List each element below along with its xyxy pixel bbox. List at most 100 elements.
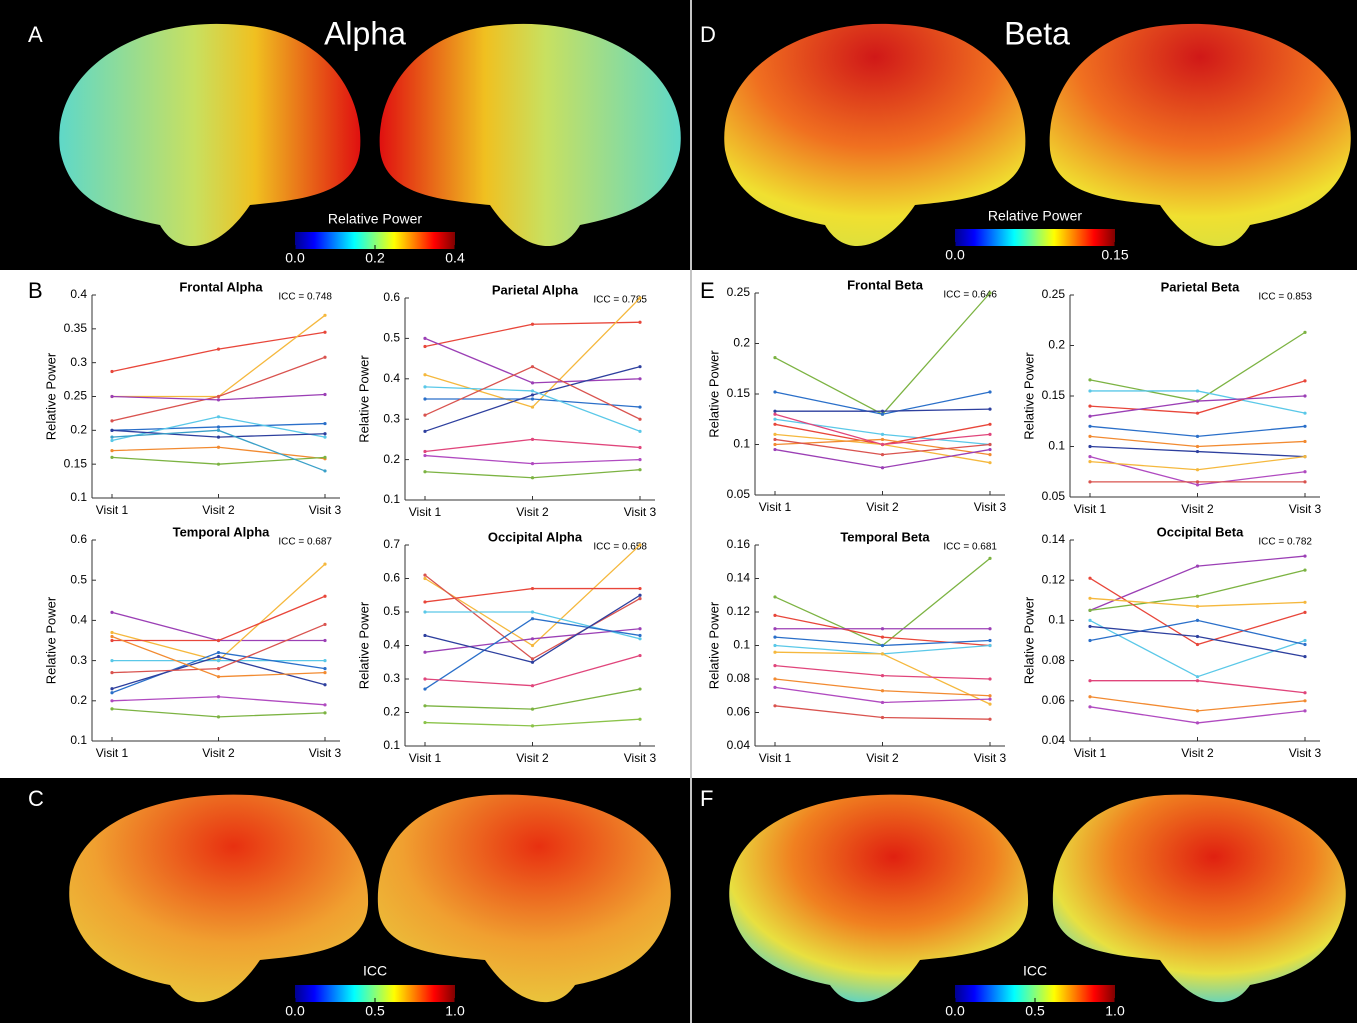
data-point: [110, 687, 113, 690]
y-axis-label: Relative Power: [43, 596, 58, 684]
data-point: [638, 634, 641, 637]
data-point: [1088, 597, 1091, 600]
panel-label: D: [700, 22, 716, 47]
annotation: ICC = 0.785: [593, 295, 647, 306]
data-point: [1196, 468, 1199, 471]
data-point: [423, 470, 426, 473]
chart-title: Occipital Beta: [1157, 524, 1244, 539]
data-point: [531, 393, 534, 396]
y-tick-label: 0.4: [70, 287, 87, 301]
data-point: [988, 557, 991, 560]
data-point: [531, 365, 534, 368]
data-point: [323, 667, 326, 670]
data-point: [110, 370, 113, 373]
data-point: [110, 449, 113, 452]
colorbar-tick-label: 0.0: [945, 247, 965, 263]
data-point: [773, 410, 776, 413]
data-point: [881, 674, 884, 677]
data-point: [1196, 595, 1199, 598]
data-point: [531, 708, 534, 711]
data-point: [1303, 440, 1306, 443]
data-point: [110, 639, 113, 642]
data-point: [1303, 655, 1306, 658]
chart-title: Occipital Alpha: [488, 529, 583, 544]
annotation: ICC = 0.687: [278, 537, 332, 548]
annotation: ICC = 0.748: [278, 292, 332, 303]
y-tick-label: 0.4: [383, 638, 400, 652]
x-tick-label: Visit 3: [309, 746, 342, 760]
data-point: [988, 448, 991, 451]
x-tick-label: Visit 1: [409, 751, 442, 765]
data-point: [1196, 605, 1199, 608]
data-point: [1196, 445, 1199, 448]
colorbar-tick-label: 1.0: [445, 1003, 465, 1019]
y-axis-label: Relative Power: [356, 355, 371, 443]
data-point: [773, 443, 776, 446]
y-axis-label: Relative Power: [356, 601, 371, 689]
data-point: [323, 432, 326, 435]
data-point: [323, 671, 326, 674]
data-point: [773, 677, 776, 680]
data-point: [773, 356, 776, 359]
data-point: [638, 587, 641, 590]
data-point: [110, 395, 113, 398]
chart-title: Frontal Alpha: [179, 279, 263, 294]
data-point: [1196, 709, 1199, 712]
y-tick-label: 0.16: [727, 537, 751, 551]
data-point: [1196, 399, 1199, 402]
x-tick-label: Visit 2: [1181, 746, 1214, 760]
data-point: [773, 433, 776, 436]
data-point: [1303, 470, 1306, 473]
data-point: [1196, 619, 1199, 622]
data-point: [773, 651, 776, 654]
data-point: [1303, 611, 1306, 614]
data-point: [323, 623, 326, 626]
y-tick-label: 0.08: [727, 671, 751, 685]
x-tick-label: Visit 3: [974, 500, 1007, 514]
y-tick-label: 0.3: [383, 671, 400, 685]
data-point: [323, 436, 326, 439]
y-tick-label: 0.6: [70, 532, 87, 546]
y-tick-label: 0.5: [70, 572, 87, 586]
data-point: [773, 614, 776, 617]
x-tick-label: Visit 1: [759, 751, 792, 765]
x-tick-label: Visit 1: [96, 746, 129, 760]
data-point: [1196, 643, 1199, 646]
y-tick-label: 0.3: [70, 653, 87, 667]
data-point: [110, 671, 113, 674]
data-point: [988, 694, 991, 697]
data-point: [423, 634, 426, 637]
y-tick-label: 0.4: [383, 371, 400, 385]
y-tick-label: 0.35: [64, 321, 88, 335]
data-point: [323, 393, 326, 396]
data-point: [1088, 625, 1091, 628]
data-point: [881, 443, 884, 446]
data-point: [423, 414, 426, 417]
data-point: [323, 456, 326, 459]
data-point: [1088, 609, 1091, 612]
data-point: [423, 704, 426, 707]
y-tick-label: 0.04: [727, 738, 751, 752]
data-point: [988, 703, 991, 706]
data-point: [531, 657, 534, 660]
data-point: [423, 677, 426, 680]
data-point: [217, 675, 220, 678]
annotation: ICC = 0.658: [593, 542, 647, 553]
panel-label: E: [700, 278, 715, 303]
panel-label: B: [28, 278, 43, 303]
data-point: [110, 419, 113, 422]
y-tick-label: 0.3: [383, 411, 400, 425]
data-point: [1196, 480, 1199, 483]
data-point: [323, 331, 326, 334]
data-point: [1303, 699, 1306, 702]
data-point: [323, 683, 326, 686]
y-tick-label: 0.14: [1042, 532, 1066, 546]
data-point: [881, 716, 884, 719]
data-point: [638, 594, 641, 597]
data-point: [1303, 394, 1306, 397]
data-point: [217, 659, 220, 662]
data-point: [531, 644, 534, 647]
data-point: [881, 644, 884, 647]
y-tick-label: 0.7: [383, 537, 400, 551]
x-tick-label: Visit 1: [759, 500, 792, 514]
